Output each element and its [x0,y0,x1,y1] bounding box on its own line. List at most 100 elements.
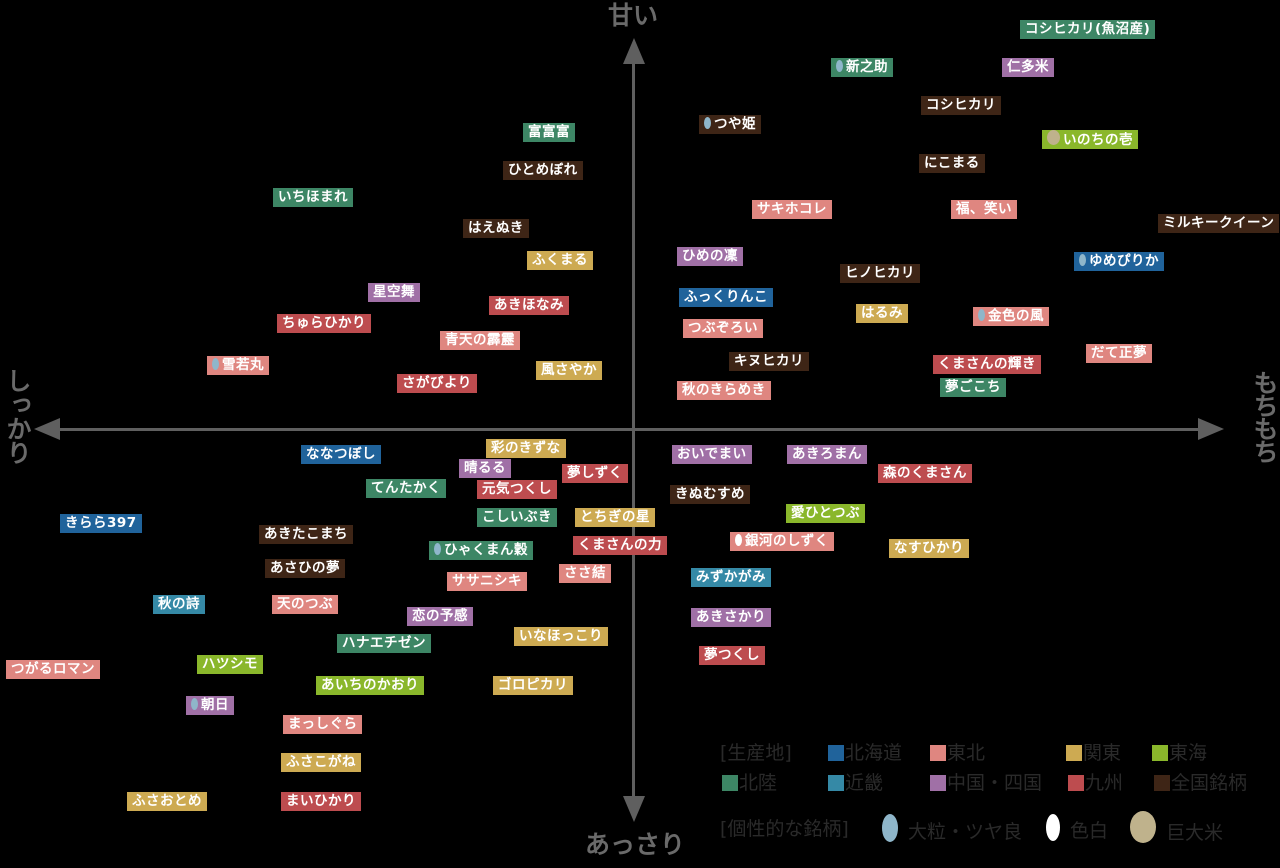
rice-brand-label: あきろまん [787,445,867,464]
axis-label-chewy: もちもち [1250,370,1279,462]
rice-brand-name: 風さやか [541,362,597,378]
rice-brand-name: さがびより [402,375,472,391]
rice-brand-label: 恋の予感 [407,607,473,626]
rice-brand-name: 元気つくし [482,481,552,497]
rice-brand-name: サキホコレ [757,201,827,217]
rice-brand-label: 秋のきらめき [677,381,771,400]
legend-special-title: [個性的な銘柄] [720,818,849,840]
axis-label-firm: しっかり [3,368,32,464]
rice-brand-name: 天のつぶ [277,596,333,612]
rice-brand-name: コシヒカリ(魚沼産) [1025,21,1151,37]
rice-brand-label: 仁多米 [1002,58,1054,77]
rice-brand-label: つぶぞろい [683,319,763,338]
rice-brand-label: 愛ひとつぶ [786,504,866,523]
rice-brand-name: あきさかり [696,609,766,625]
rice-brand-label: サキホコレ [752,200,832,219]
rice-brand-label: いちほまれ [273,188,353,207]
legend-item: 関東 [1066,738,1121,765]
rice-brand-label: 富富富 [523,123,575,142]
arrow-left-icon [34,418,60,440]
rice-brand-name: あきろまん [792,446,862,462]
rice-grain-large-icon [212,358,219,370]
rice-brand-label: コシヒカリ [921,96,1001,115]
rice-brand-name: 愛ひとつぶ [791,505,861,521]
rice-brand-name: てんたかく [371,480,441,496]
rice-brand-label: みずかがみ [691,568,771,587]
rice-brand-name: 青天の霹靂 [445,332,515,348]
rice-brand-name: つぶぞろい [688,320,758,336]
rice-brand-label: 雪若丸 [207,356,269,375]
rice-brand-label: いなほっこり [514,627,608,646]
legend-swatch-icon [1068,775,1084,791]
legend-swatch-icon [1154,775,1170,791]
rice-brand-label: ひめの凜 [677,247,743,266]
rice-brand-label: 星空舞 [368,283,420,302]
rice-grain-large-icon [434,543,441,555]
rice-brand-label: ひとめぼれ [503,161,583,180]
rice-brand-name: みずかがみ [696,569,766,585]
rice-brand-label: ふくまる [527,251,593,270]
rice-brand-label: ゴロピカリ [493,676,573,695]
rice-brand-name: ふくまる [532,252,588,268]
rice-brand-label: とちぎの星 [575,508,655,527]
rice-brand-name: 晴るる [464,460,506,476]
rice-brand-label: 晴るる [459,459,511,478]
legend-item: 中国・四国 [930,768,1042,795]
arrow-right-icon [1198,418,1224,440]
rice-brand-label: ハナエチゼン [337,634,431,653]
legend-label: 色白 [1070,820,1109,842]
legend-label: 北陸 [739,772,778,794]
rice-brand-name: おいでまい [677,446,747,462]
rice-brand-name: いなほっこり [519,628,603,644]
rice-brand-label: ササニシキ [447,572,527,591]
rice-brand-name: にこまる [924,155,980,171]
rice-brand-name: ヒノヒカリ [845,265,915,281]
rice-brand-label: ミルキークイーン [1158,214,1280,233]
legend-item: 東海 [1152,738,1207,765]
rice-brand-label: にこまる [919,154,985,173]
rice-brand-label: はえぬき [463,219,529,238]
rice-brand-label: なすひかり [889,539,969,558]
rice-brand-name: 新之助 [846,59,888,75]
axis-label-light: あっさり [585,830,686,859]
rice-brand-name: 夢しずく [567,465,623,481]
rice-brand-label: こしいぶき [477,508,557,527]
rice-brand-name: まっしぐら [288,716,358,732]
rice-brand-name: とちぎの星 [580,509,650,525]
rice-brand-name: なすひかり [894,540,964,556]
axis-label-sweet: 甘い [608,1,659,30]
rice-grain-icon [1046,814,1060,841]
rice-brand-name: ササニシキ [452,573,522,589]
legend-label: 近畿 [845,772,884,794]
rice-brand-label: ヒノヒカリ [840,264,920,283]
rice-brand-name: ひゃくまん穀 [444,542,528,558]
y-axis-line [632,60,635,800]
legend-item: 北陸 [722,768,777,795]
legend-special-item: 大粒・ツヤ良 [882,814,1022,844]
rice-brand-name: ゆめぴりか [1089,253,1159,269]
rice-brand-name: 森のくまさん [883,465,967,481]
rice-brand-label: 秋の詩 [153,595,205,614]
rice-brand-label: ささ結 [559,564,611,583]
rice-brand-name: まいひかり [286,793,356,809]
legend-item: 九州 [1068,768,1123,795]
rice-brand-label: あさひの夢 [265,559,345,578]
rice-brand-name: はるみ [861,305,903,321]
rice-brand-label: ハツシモ [197,655,263,674]
rice-brand-name: キヌヒカリ [734,353,804,369]
legend-item: 近畿 [828,768,883,795]
legend-swatch-icon [828,775,844,791]
rice-brand-name: 夢つくし [704,647,760,663]
legend-label: 東海 [1169,742,1208,764]
rice-brand-name: ささ結 [564,565,606,581]
legend-item: 東北 [930,738,985,765]
rice-brand-name: ひとめぼれ [508,162,578,178]
rice-brand-name: 彩のきずな [491,440,561,456]
rice-brand-name: ふさこがね [286,754,356,770]
rice-grain-giant-icon [1047,130,1060,145]
rice-brand-name: きらら397 [65,515,137,531]
rice-grain-icon [882,814,898,842]
rice-brand-label: 森のくまさん [878,464,972,483]
rice-brand-name: 福、笑い [956,201,1012,217]
rice-grain-icon [1130,811,1156,843]
